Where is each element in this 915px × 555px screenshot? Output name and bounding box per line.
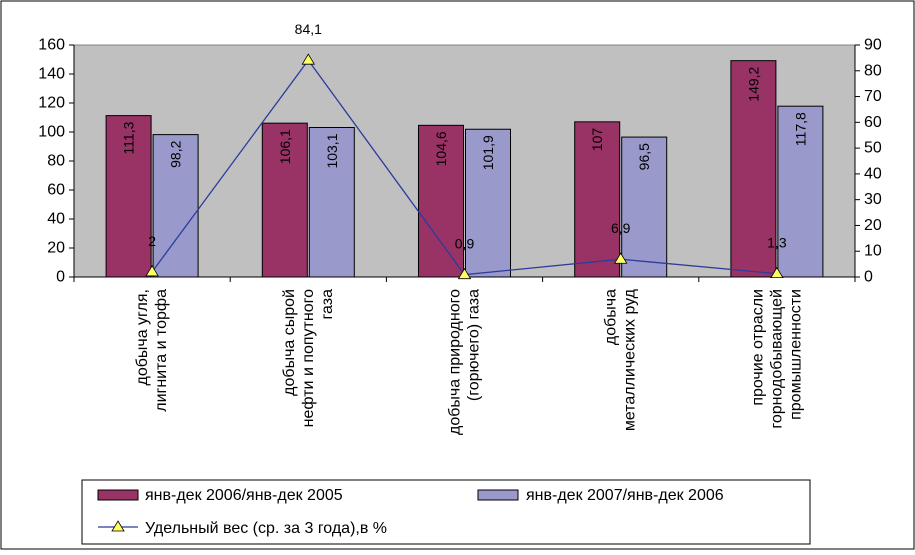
bar-s1-c3 <box>418 124 464 278</box>
line-marker-c5 <box>770 266 784 279</box>
line-marker-c2 <box>301 53 316 65</box>
line-value-label-c2: 84,1 <box>295 21 322 37</box>
bar-value-label-s1-c4: 107 <box>589 128 605 152</box>
bar-s2-c4 <box>621 136 668 278</box>
y-right-tick-label: 80 <box>864 62 882 79</box>
bar-value-label-s1-c1: 111,3 <box>121 121 137 154</box>
category-label-c3: добыча природного (горючего) газа <box>447 289 483 435</box>
y-right-tick-label: 0 <box>864 269 873 286</box>
y-right-tick-label: 70 <box>864 88 882 105</box>
category-label-line: (горючего) газа <box>466 289 483 401</box>
y-left-tick-label: 80 <box>47 153 65 170</box>
bar-value-label-s1-c2: 106,1 <box>277 129 293 164</box>
bar-s2-c3 <box>465 128 511 278</box>
line-marker-c3 <box>457 267 472 280</box>
line-value-label-c3: 0,9 <box>455 236 475 252</box>
legend: янв-дек 2006/янв-дек 2005 янв-дек 2007/я… <box>81 479 811 545</box>
legend-label-series-1: янв-дек 2006/янв-дек 2005 <box>145 487 343 504</box>
y-right-tick-label: 50 <box>864 140 882 157</box>
bar-value-label-s1-c5: 149,2 <box>745 66 761 101</box>
legend-label-series-3: Удельный вес (ср. за 3 года),в % <box>145 520 387 537</box>
category-label-line: металлических руд <box>622 288 639 431</box>
category-label-line: нефти и попутного <box>300 289 317 427</box>
category-label-line: добыча сырой <box>281 289 298 396</box>
bar-s2-c2 <box>308 127 355 278</box>
bar-value-label-s1-c3: 104,6 <box>433 131 449 166</box>
bar-s1-c4 <box>574 121 621 278</box>
y-left-tick-label: 20 <box>47 240 65 257</box>
y-left-tick-label: 0 <box>56 269 65 286</box>
bar-s1-c2 <box>261 122 308 278</box>
line-marker-c4 <box>613 252 628 264</box>
legend-marker-series-3 <box>111 520 125 532</box>
category-label-line: газа <box>319 289 336 320</box>
category-label-line: лигнита и торфа <box>153 289 170 412</box>
category-label-line: прочие отрасли <box>749 289 766 406</box>
y-left-tick-label: 40 <box>47 211 65 228</box>
category-label-c4: добыча металлических руд <box>603 288 639 431</box>
bars-layer: 111,3 106,1 104,6 107 149,2 98,2 103,1 101,9 96,… <box>105 60 824 278</box>
category-label-line: промышленности <box>787 289 804 420</box>
bar-value-label-s2-c1: 98,2 <box>168 140 184 167</box>
plot-area <box>73 44 856 278</box>
y-left-tick-label: 160 <box>38 37 65 54</box>
category-label-c1: добыча угля, лигнита и торфа <box>134 289 170 412</box>
y-left-tick-label: 100 <box>38 124 65 141</box>
legend-swatch-series-2 <box>477 489 519 501</box>
category-label-line: добыча угля, <box>134 289 151 386</box>
bar-s1-c5 <box>730 60 777 278</box>
category-label-line: добыча <box>603 289 620 345</box>
line-value-label-c1: 2 <box>148 233 156 249</box>
y-right-tick-label: 30 <box>864 191 882 208</box>
bar-s2-c1 <box>152 134 199 278</box>
bar-value-label-s2-c4: 96,5 <box>636 143 652 170</box>
legend-label-series-2: янв-дек 2007/янв-дек 2006 <box>526 487 724 504</box>
y-left-tick-label: 140 <box>38 66 65 83</box>
y-left-tick-label: 120 <box>38 95 65 112</box>
legend-swatch-series-1 <box>97 489 139 501</box>
bar-value-label-s2-c2: 103,1 <box>324 133 340 168</box>
y-left-tick-label: 60 <box>47 182 65 199</box>
y-right-tick-label: 20 <box>864 217 882 234</box>
category-label-line: горнодобывающей <box>768 289 785 429</box>
y-right-tick-label: 40 <box>864 165 882 182</box>
category-label-c5: прочие отрасли горнодобывающей промышленно… <box>749 289 804 429</box>
category-label-line: добыча природного <box>447 289 464 435</box>
line-layer: 2 84,1 0,9 6,9 1,3 <box>145 21 787 280</box>
category-labels-layer: добыча угля, лигнита и торфа добыча сырой н… <box>134 288 804 435</box>
category-label-c2: добыча сырой нефти и попутного газа <box>281 289 336 427</box>
line-value-label-c5: 1,3 <box>767 235 787 251</box>
bar-value-label-s2-c5: 117,8 <box>792 112 808 146</box>
y-right-tick-label: 90 <box>864 37 882 54</box>
line-value-label-c4: 6,9 <box>611 220 631 236</box>
bar-s1-c1 <box>105 115 152 278</box>
legend-box <box>81 479 811 545</box>
bar-s2-c5 <box>777 105 824 278</box>
y-right-tick-label: 60 <box>864 114 882 131</box>
bar-value-label-s2-c3: 101,9 <box>480 135 496 170</box>
line-marker-c1 <box>145 265 159 277</box>
y-right-tick-label: 10 <box>864 243 882 260</box>
